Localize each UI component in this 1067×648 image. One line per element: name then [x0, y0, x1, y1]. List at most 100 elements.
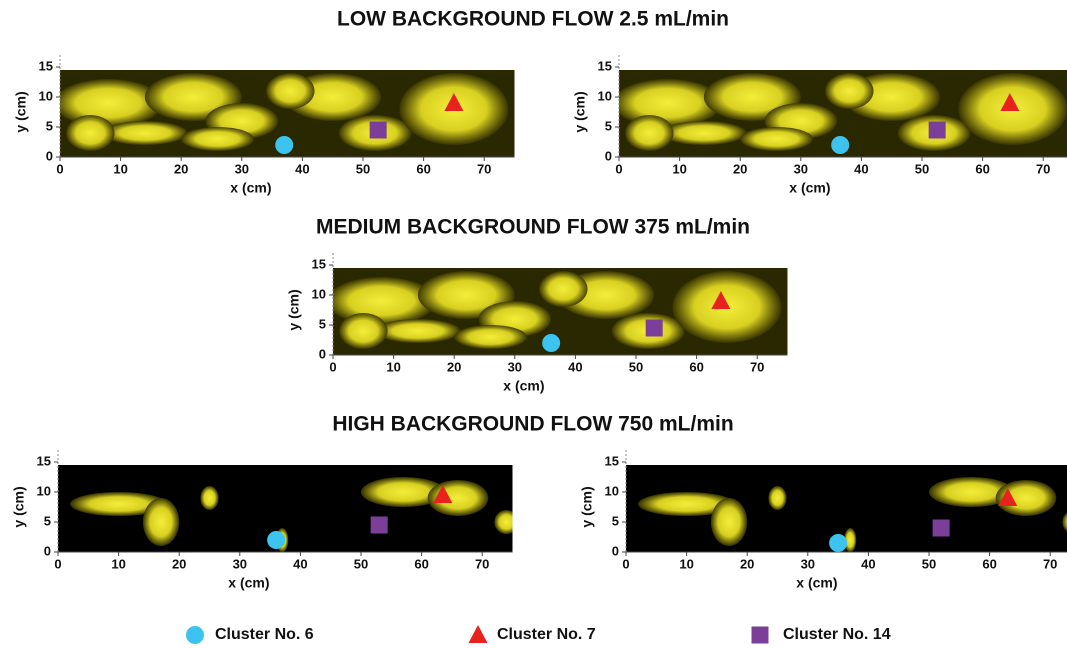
- figure: LOW BACKGROUND FLOW 2.5 mL/min 0 10 20 30 40 5…: [0, 0, 1067, 648]
- x-tick-label: 70: [1036, 161, 1050, 176]
- x-axis-label: x (cm): [228, 575, 269, 591]
- y-tick-label: 5: [319, 316, 326, 331]
- x-tick-label: 40: [861, 556, 875, 571]
- x-tick-label: 50: [354, 556, 368, 571]
- x-tick-label: 40: [293, 556, 307, 571]
- x-axis-label: x (cm): [230, 180, 271, 196]
- cluster-point: [831, 136, 849, 154]
- y-tick-label: 15: [312, 256, 326, 271]
- x-tick-label: 50: [915, 161, 929, 176]
- y-tick-label: 0: [319, 346, 326, 361]
- y-tick-label: 15: [39, 58, 53, 73]
- cluster-point: [929, 122, 946, 139]
- y-axis-label: y (cm): [286, 289, 302, 330]
- heatmap-blob: [339, 313, 387, 349]
- panel-heading: HIGH BACKGROUND FLOW 750 mL/min: [332, 413, 733, 436]
- heatmap-blob: [266, 73, 314, 109]
- x-tick-label: 20: [174, 161, 188, 176]
- x-tick-label: 0: [54, 556, 61, 571]
- x-tick-label: 10: [679, 556, 693, 571]
- legend-marker: [186, 626, 204, 644]
- heatmap: [626, 465, 1067, 552]
- cluster-point: [267, 531, 285, 549]
- x-tick-label: 10: [111, 556, 125, 571]
- x-tick-label: 40: [295, 161, 309, 176]
- x-tick-label: 20: [447, 359, 461, 374]
- x-axis-label: x (cm): [796, 575, 837, 591]
- cluster-point: [646, 320, 663, 337]
- y-tick-label: 10: [39, 88, 53, 103]
- x-tick-label: 60: [689, 359, 703, 374]
- heatmap-blob: [200, 486, 218, 510]
- heatmap-blob: [711, 498, 747, 546]
- cluster-point: [275, 136, 293, 154]
- x-tick-label: 50: [922, 556, 936, 571]
- legend-marker: [469, 625, 488, 643]
- x-tick-label: 30: [794, 161, 808, 176]
- x-tick-label: 10: [113, 161, 127, 176]
- heatmap-blob: [494, 510, 518, 534]
- y-tick-label: 0: [46, 148, 53, 163]
- y-tick-label: 10: [37, 483, 51, 498]
- y-tick-label: 10: [312, 286, 326, 301]
- x-tick-label: 50: [356, 161, 370, 176]
- heatmap-field: [58, 465, 519, 552]
- x-tick-label: 30: [233, 556, 247, 571]
- y-tick-label: 15: [605, 453, 619, 468]
- y-tick-label: 0: [605, 148, 612, 163]
- y-axis-label: y (cm): [13, 91, 29, 132]
- y-tick-label: 15: [37, 453, 51, 468]
- x-tick-label: 0: [622, 556, 629, 571]
- heatmap-blob: [66, 115, 114, 151]
- panel-heading: MEDIUM BACKGROUND FLOW 375 mL/min: [316, 216, 750, 239]
- x-tick-label: 20: [172, 556, 186, 571]
- y-tick-label: 5: [612, 513, 619, 528]
- x-tick-label: 70: [1043, 556, 1057, 571]
- x-axis-label: x (cm): [503, 378, 544, 394]
- heatmap-blob: [102, 121, 187, 145]
- cluster-point: [371, 517, 388, 534]
- x-tick-label: 10: [672, 161, 686, 176]
- x-tick-label: 0: [56, 161, 63, 176]
- y-tick-label: 0: [612, 543, 619, 558]
- x-tick-label: 0: [615, 161, 622, 176]
- x-tick-label: 40: [854, 161, 868, 176]
- cluster-point: [933, 520, 950, 537]
- y-tick-label: 10: [598, 88, 612, 103]
- legend-marker: [752, 627, 769, 644]
- x-tick-label: 70: [477, 161, 491, 176]
- y-tick-label: 5: [46, 118, 53, 133]
- x-tick-label: 0: [329, 359, 336, 374]
- panel-heading: LOW BACKGROUND FLOW 2.5 mL/min: [337, 8, 729, 31]
- heatmap-blob: [143, 498, 179, 546]
- heatmap: [58, 465, 519, 552]
- heatmap-blob: [740, 127, 813, 151]
- legend-label: Cluster No. 14: [783, 626, 891, 643]
- legend-label: Cluster No. 7: [497, 626, 596, 643]
- x-tick-label: 60: [975, 161, 989, 176]
- x-tick-label: 30: [801, 556, 815, 571]
- cluster-point: [829, 534, 847, 552]
- x-tick-label: 30: [508, 359, 522, 374]
- y-axis-label: y (cm): [579, 486, 595, 527]
- x-axis-label: x (cm): [789, 180, 830, 196]
- cluster-point: [542, 334, 560, 352]
- x-tick-label: 40: [568, 359, 582, 374]
- y-tick-label: 5: [605, 118, 612, 133]
- x-tick-label: 60: [416, 161, 430, 176]
- heatmap-blob: [181, 127, 254, 151]
- y-tick-label: 0: [44, 543, 51, 558]
- heatmap-blob: [768, 486, 786, 510]
- y-tick-label: 10: [605, 483, 619, 498]
- x-tick-label: 20: [733, 161, 747, 176]
- x-tick-label: 10: [386, 359, 400, 374]
- x-tick-label: 60: [414, 556, 428, 571]
- heatmap-blob: [454, 325, 527, 349]
- x-tick-label: 60: [982, 556, 996, 571]
- x-tick-label: 70: [750, 359, 764, 374]
- y-tick-label: 15: [598, 58, 612, 73]
- x-tick-label: 20: [740, 556, 754, 571]
- heatmap-field: [626, 465, 1067, 552]
- x-tick-label: 70: [475, 556, 489, 571]
- y-axis-label: y (cm): [572, 91, 588, 132]
